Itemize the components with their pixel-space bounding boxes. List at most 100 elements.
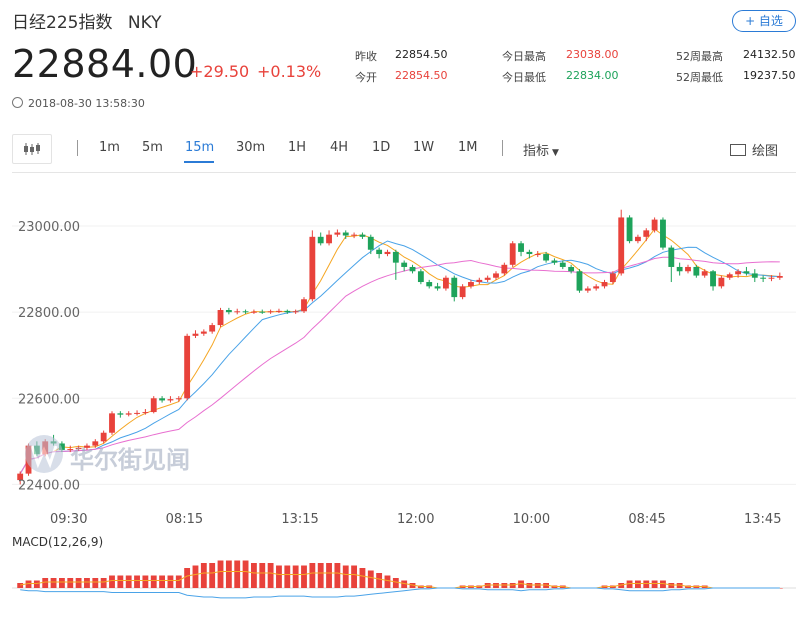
watermark: 华尔街见闻 [22, 432, 212, 476]
candle [493, 271, 499, 280]
candle-body [626, 217, 633, 242]
candle-body [710, 271, 716, 287]
macd-bar [50, 578, 57, 588]
candle [292, 309, 299, 314]
interval-4h[interactable]: 4H [330, 140, 349, 155]
candle-body [167, 399, 174, 401]
macd-bar [234, 560, 241, 588]
candle-body [601, 282, 608, 287]
interval-30m[interactable]: 30m [236, 140, 266, 155]
watermark-text: 华尔街见闻 [70, 445, 190, 474]
candle-body [685, 266, 691, 272]
candle [776, 272, 783, 280]
quote-timestamp: 2018-08-30 13:58:30 [12, 97, 145, 110]
ma-mid-line [19, 240, 780, 474]
candle-body [250, 311, 257, 313]
macd-label: MACD(12,26,9) [12, 535, 104, 549]
candle [518, 241, 524, 257]
macd-bar [250, 563, 257, 588]
candle-body [17, 473, 24, 481]
macd-bar [200, 563, 207, 588]
candle [710, 269, 716, 291]
interval-5m[interactable]: 5m [142, 140, 163, 155]
price-chart[interactable]: 22400.00 22600.00 22800.00 23000.00 [12, 173, 796, 503]
x-tick-label: 08:15 [165, 512, 204, 527]
interval-1d[interactable]: 1D [372, 140, 391, 155]
y-tick-label: 22800.00 [18, 306, 80, 321]
candle [601, 279, 608, 289]
draw-button[interactable]: 绘图 [730, 140, 778, 159]
x-tick-label: 08:45 [628, 512, 666, 527]
candle [693, 264, 700, 278]
week52-low-value: 19237.50 [743, 69, 796, 82]
candle-body [693, 266, 700, 276]
macd-bar [359, 568, 366, 588]
candle [468, 279, 474, 289]
candle-body [459, 286, 466, 298]
candle [768, 275, 775, 282]
macd-bar [217, 560, 224, 588]
indicator-label: 指标 [523, 144, 550, 159]
candle-body [651, 219, 658, 231]
candle-body [718, 277, 725, 287]
candle-body [309, 236, 316, 300]
candle [267, 309, 274, 314]
macd-bar [242, 560, 249, 588]
interval-1m[interactable]: 1m [99, 140, 120, 155]
chart-top-border [12, 172, 796, 173]
interval-1mo[interactable]: 1M [458, 140, 478, 155]
candle [192, 330, 199, 338]
candle-body [175, 398, 182, 400]
candle-body [609, 273, 616, 283]
candle-body [468, 282, 474, 287]
interval-1h[interactable]: 1H [288, 140, 307, 155]
chart-toolbar: 1m 5m 15m 30m 1H 4H 1D 1W 1M 指标 ▼ 绘图 [12, 132, 796, 164]
candle [301, 297, 307, 314]
candle [367, 234, 374, 255]
candle [626, 215, 633, 244]
candle [250, 309, 257, 314]
toolbar-divider [77, 140, 78, 156]
macd-bar [117, 575, 124, 588]
candlestick-icon [24, 143, 40, 155]
macd-chart [12, 560, 796, 599]
y-tick-label: 22400.00 [18, 478, 80, 493]
candle-body [351, 234, 358, 236]
candle-body [225, 310, 232, 313]
grid [12, 225, 796, 485]
macd-bar [660, 580, 666, 588]
x-tick-label: 10:00 [512, 512, 551, 527]
interval-15m[interactable]: 15m [185, 140, 215, 155]
price-change-pct: +0.13% [257, 62, 322, 81]
candle-body [192, 333, 199, 336]
candle-body [701, 271, 708, 276]
interval-1w[interactable]: 1W [413, 140, 435, 155]
candle [484, 275, 491, 283]
candle [751, 269, 758, 283]
candle-body [234, 311, 241, 313]
indicator-menu[interactable]: 指标 ▼ [523, 140, 559, 159]
week52-high-value: 24132.50 [743, 48, 796, 61]
candlestick-type-button[interactable] [12, 134, 52, 164]
candle [125, 411, 132, 417]
macd-bar [401, 580, 408, 588]
add-watchlist-button[interactable]: + 自选 [732, 10, 796, 32]
candle [134, 410, 140, 416]
candle-body [125, 413, 132, 415]
macd-bar [634, 580, 641, 588]
macd-bar [376, 573, 383, 588]
day-high-value: 23038.00 [566, 48, 619, 61]
candle-body [100, 432, 107, 442]
candle-body [109, 413, 115, 433]
macd-dif-line [20, 571, 780, 589]
candle-body [442, 277, 449, 289]
macd-bar [367, 570, 374, 588]
candle-body [209, 325, 216, 332]
x-tick-label: 13:45 [744, 512, 782, 527]
index-name: 日经225指数 [12, 13, 113, 33]
candle-body [267, 311, 274, 313]
candle-body [117, 413, 124, 415]
candle-body [92, 441, 99, 446]
candle [92, 439, 99, 448]
macd-bar [225, 560, 232, 588]
